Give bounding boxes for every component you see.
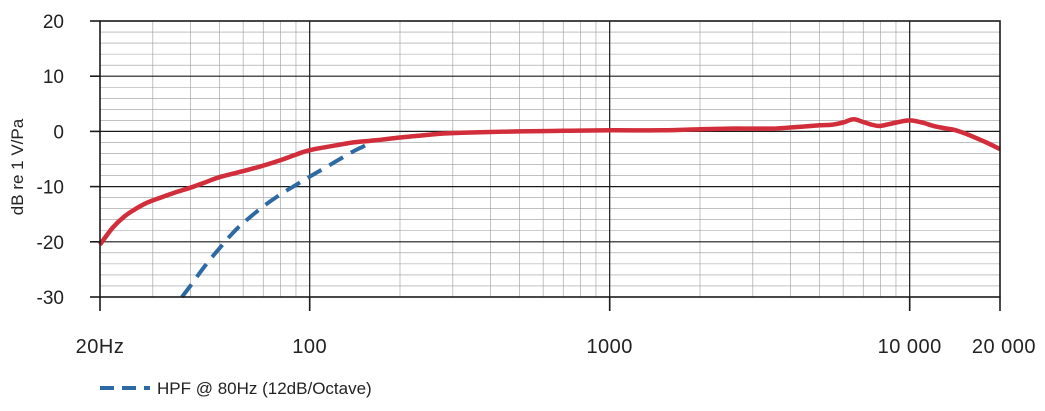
y-tick-label: -20 <box>37 233 64 254</box>
series-line-response <box>98 117 1001 246</box>
series-layer <box>98 117 1001 299</box>
plot-frame <box>99 20 1001 298</box>
x-tick-label: 20 000 <box>972 336 1036 358</box>
y-tick-label: 10 <box>43 67 64 88</box>
legend-label-hpf: HPF @ 80Hz (12dB/Octave) <box>157 379 372 398</box>
legend: HPF @ 80Hz (12dB/Octave) <box>100 379 372 398</box>
x-tick-label: 20Hz <box>76 336 125 358</box>
tick-marks <box>90 20 1001 311</box>
y-tick-label: 20 <box>43 12 64 33</box>
y-axis-label: dB re 1 V/Pa <box>8 118 27 215</box>
y-tick-label: 0 <box>53 122 64 143</box>
y-tick-label: -10 <box>37 178 64 199</box>
x-tick-label: 1000 <box>586 336 633 358</box>
grid <box>100 21 1000 297</box>
x-tick-label: 100 <box>292 336 327 358</box>
series-line-hpf <box>180 140 372 299</box>
y-tick-label: -30 <box>37 288 64 309</box>
x-tick-label: 10 000 <box>878 336 942 358</box>
